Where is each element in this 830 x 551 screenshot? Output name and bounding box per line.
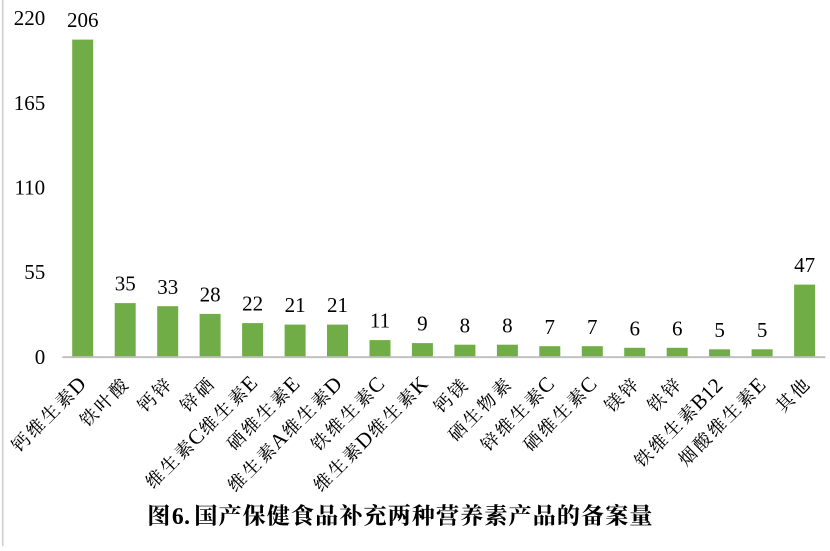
svg-text:55: 55 bbox=[24, 260, 45, 284]
svg-text:21: 21 bbox=[285, 293, 306, 317]
svg-text:5: 5 bbox=[757, 318, 768, 342]
svg-text:220: 220 bbox=[14, 6, 46, 30]
svg-text:22: 22 bbox=[242, 292, 263, 316]
svg-text:5: 5 bbox=[714, 318, 725, 342]
svg-text:6: 6 bbox=[672, 316, 683, 340]
svg-text:165: 165 bbox=[14, 91, 46, 115]
svg-text:21: 21 bbox=[327, 293, 348, 317]
svg-text:6: 6 bbox=[629, 316, 640, 340]
svg-text:47: 47 bbox=[794, 253, 815, 277]
svg-text:206: 206 bbox=[67, 8, 99, 32]
svg-text:8: 8 bbox=[502, 313, 513, 337]
svg-text:28: 28 bbox=[200, 283, 221, 307]
svg-text:110: 110 bbox=[14, 176, 45, 200]
svg-text:7: 7 bbox=[587, 315, 598, 339]
svg-text:35: 35 bbox=[115, 272, 136, 296]
svg-text:8: 8 bbox=[460, 313, 471, 337]
svg-text:9: 9 bbox=[417, 312, 428, 336]
svg-text:0: 0 bbox=[35, 345, 46, 369]
svg-text:7: 7 bbox=[545, 315, 556, 339]
svg-text:33: 33 bbox=[157, 275, 178, 299]
svg-text:11: 11 bbox=[370, 309, 390, 333]
